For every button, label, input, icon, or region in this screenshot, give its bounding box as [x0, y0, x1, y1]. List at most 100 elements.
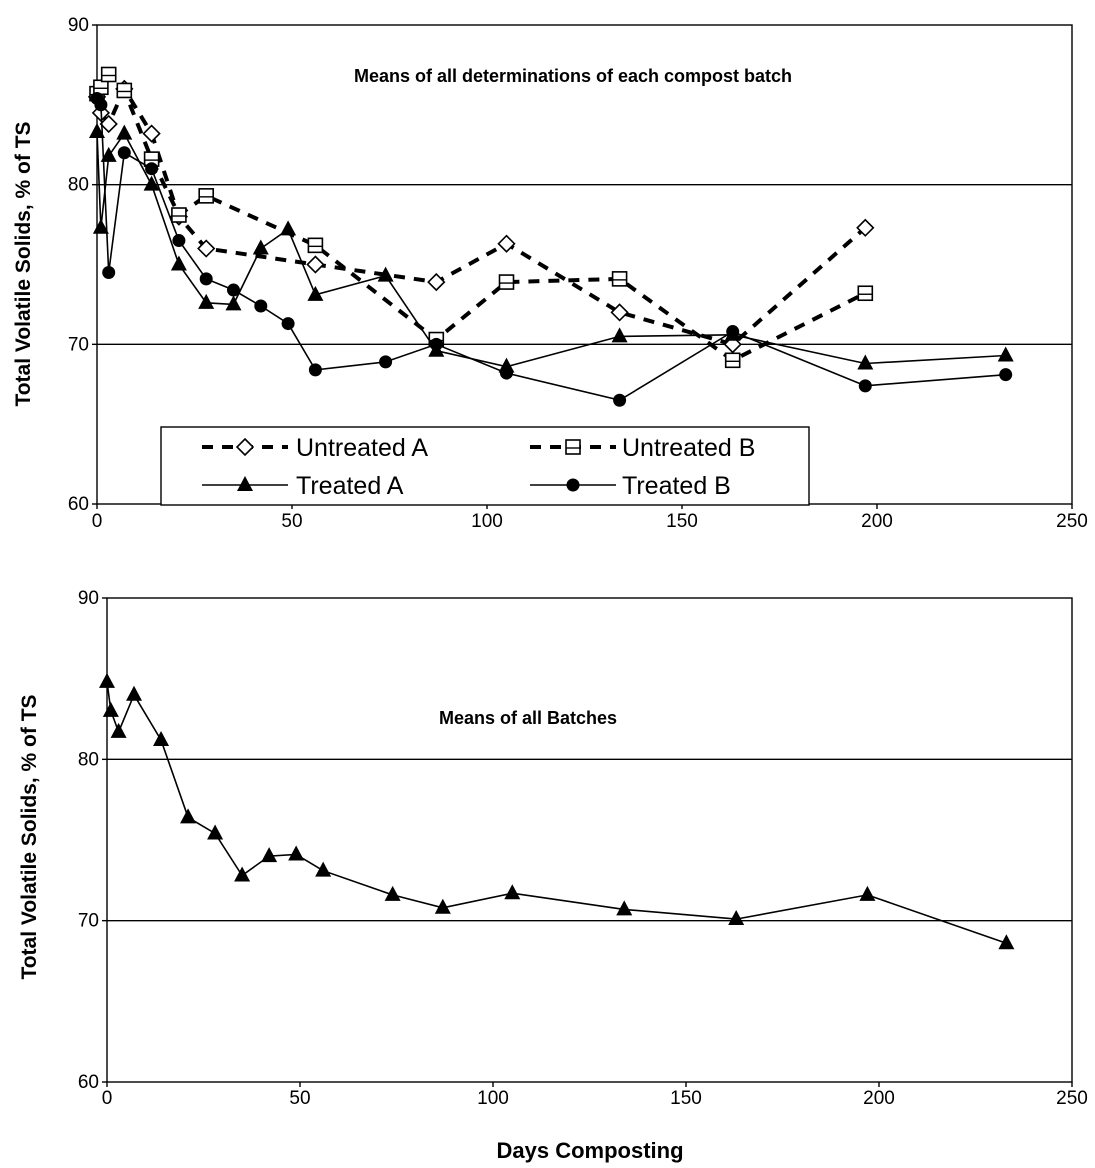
- data-point: [434, 898, 451, 914]
- data-point: [143, 175, 160, 191]
- legend-item: Treated B: [530, 472, 731, 500]
- data-point: [859, 885, 876, 901]
- square-marker-box: [611, 271, 628, 287]
- data-point: [225, 295, 242, 311]
- y-tick-label: 90: [78, 588, 99, 609]
- data-point: [611, 271, 628, 287]
- data-point: [429, 337, 443, 351]
- data-point: [234, 866, 251, 882]
- series-line: [95, 71, 867, 363]
- data-point: [857, 285, 874, 302]
- data-point: [126, 685, 143, 701]
- square-marker-box: [171, 207, 187, 223]
- square-marker-box: [100, 66, 117, 83]
- data-point: [254, 299, 268, 313]
- data-point: [199, 272, 213, 286]
- data-point: [180, 808, 197, 824]
- x-tick-label: 0: [92, 511, 103, 532]
- data-point: [288, 845, 305, 861]
- legend-box: [160, 426, 810, 506]
- x-tick-label: 250: [1056, 1088, 1088, 1109]
- x-tick-label: 100: [477, 1088, 509, 1109]
- data-point: [94, 98, 108, 112]
- x-tick-label: 100: [471, 511, 503, 532]
- legend-item: Untreated B: [530, 434, 755, 462]
- data-point: [858, 379, 872, 393]
- x-tick-label: 200: [863, 1088, 895, 1109]
- y-tick-label: 70: [78, 911, 99, 932]
- data-point: [726, 325, 740, 339]
- data-point: [724, 352, 741, 369]
- square-marker-box: [565, 439, 581, 455]
- data-point: [616, 900, 633, 916]
- data-point: [207, 824, 224, 840]
- legend-marker: [235, 437, 255, 457]
- x-tick-label: 250: [1056, 511, 1088, 532]
- data-point: [500, 366, 513, 380]
- data-point: [198, 188, 214, 204]
- x-tick-label: 150: [670, 1088, 702, 1109]
- data-point: [998, 934, 1015, 950]
- square-marker-box: [724, 352, 741, 369]
- legend-label: Treated A: [296, 472, 404, 500]
- square-marker-box: [498, 274, 515, 290]
- data-point: [116, 124, 133, 140]
- data-point: [281, 317, 295, 331]
- series-treated-b: [90, 91, 1013, 407]
- data-point: [610, 303, 629, 322]
- data-point: [145, 162, 159, 176]
- data-point: [307, 237, 324, 254]
- data-point: [102, 701, 119, 717]
- data-point: [172, 234, 186, 248]
- y-axis-label: Total Volatile Solids, % of TS: [12, 121, 35, 406]
- data-point: [308, 363, 322, 377]
- data-point: [142, 124, 161, 143]
- plot-area: [106, 597, 1073, 1083]
- chart-compost-batches: Means of all determinations of each comp…: [12, 15, 1088, 532]
- data-point: [611, 327, 628, 343]
- legend-label: Treated B: [622, 472, 731, 500]
- data-point: [315, 861, 332, 877]
- data-point: [110, 722, 127, 738]
- y-tick-label: 80: [68, 175, 89, 196]
- data-point: [306, 255, 325, 274]
- series-line: [106, 681, 1007, 945]
- data-point: [613, 393, 627, 407]
- x-tick-label: 200: [861, 511, 893, 532]
- data-point: [997, 346, 1014, 362]
- data-point: [100, 146, 117, 162]
- data-point: [116, 82, 133, 99]
- data-point: [498, 274, 515, 290]
- data-point: [252, 239, 269, 255]
- data-point: [377, 266, 394, 282]
- data-point: [427, 272, 446, 292]
- data-point: [171, 207, 187, 223]
- data-point: [261, 847, 278, 863]
- data-point: [102, 265, 116, 279]
- series-line: [96, 131, 1006, 368]
- legend-item: Untreated A: [202, 434, 428, 462]
- data-point: [89, 122, 105, 138]
- legend-item: Treated A: [202, 472, 404, 500]
- y-axis-label: Total Volatile Solids, % of TS: [18, 694, 41, 979]
- data-point: [728, 910, 745, 926]
- chart-title: Means of all Batches: [439, 708, 617, 728]
- data-point: [198, 293, 215, 309]
- x-tick-label: 150: [666, 511, 698, 532]
- legend-label: Untreated A: [296, 434, 428, 462]
- data-point: [99, 672, 115, 688]
- data-point: [280, 220, 297, 236]
- x-tick-label: 50: [281, 511, 302, 532]
- series-mean: [99, 672, 1015, 950]
- series-treated-a: [89, 122, 1014, 373]
- data-point: [197, 239, 216, 258]
- data-point: [379, 355, 393, 369]
- data-point: [117, 146, 131, 160]
- square-marker-box: [198, 188, 214, 204]
- series-untreated-a: [87, 79, 875, 354]
- square-marker-box: [116, 82, 133, 99]
- data-point: [227, 283, 240, 297]
- data-point: [153, 730, 170, 746]
- y-tick-label: 60: [68, 494, 89, 515]
